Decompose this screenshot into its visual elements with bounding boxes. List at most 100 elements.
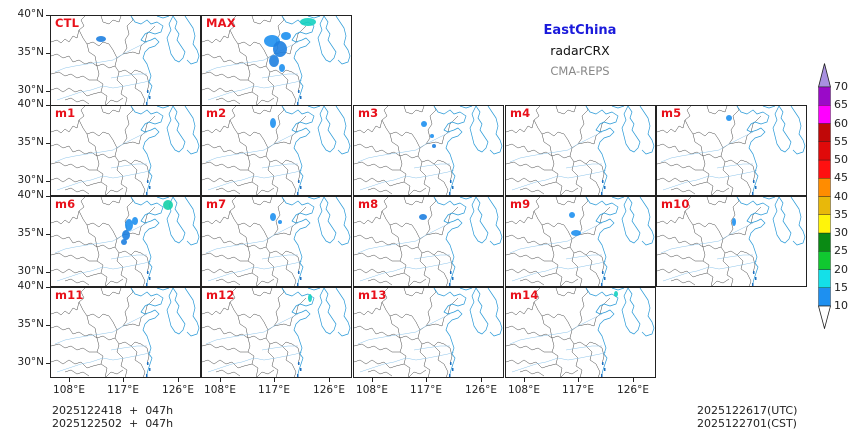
x-tick-mark [481,378,482,382]
y-tick-label: 30°N [17,84,44,96]
colorbar [817,63,832,331]
radar-echo [96,36,106,42]
panel-label: m6 [55,197,76,211]
x-tick-mark [633,378,634,382]
colorbar-tick-label: 50 [834,153,848,166]
y-tick-mark [46,105,50,106]
y-tick-mark [46,196,50,197]
radar-echo [300,18,316,26]
map-panel-max: MAX [201,15,352,106]
radar-echo [270,213,276,221]
x-tick-label: 108°E [204,384,236,396]
y-tick-mark [46,15,50,16]
panel-label: m9 [510,197,531,211]
panel-label: m10 [661,197,690,211]
x-tick-label: 126°E [313,384,345,396]
radar-echo [421,121,427,127]
radar-echo [569,212,575,218]
colorbar-tick-label: 55 [834,134,848,148]
x-tick-mark [372,378,373,382]
colorbar-tick-label: 20 [834,262,848,276]
colorbar-tick-label: 45 [834,171,848,185]
map-panel-m6: m6 [50,196,201,287]
radar-echo [308,294,312,302]
radar-echo [430,134,434,138]
radar-echo [419,214,427,220]
colorbar-tick-label: 15 [834,280,848,294]
y-tick-mark [46,325,50,326]
map-panel-ctl: CTL [50,15,201,106]
x-tick-label: 108°E [508,384,540,396]
panel-label: m2 [206,106,227,120]
x-tick-mark [578,378,579,382]
x-tick-label: 117°E [562,384,594,396]
x-tick-label: 117°E [107,384,139,396]
x-tick-mark [178,378,179,382]
panel-label: MAX [206,16,236,30]
valid-time-cst: 2025122701(CST) [697,417,797,430]
map-panel-m4: m4 [505,105,656,196]
panel-label: m12 [206,288,235,302]
radar-echo [279,64,285,72]
x-tick-label: 117°E [258,384,290,396]
panel-label: m11 [55,288,84,302]
radar-echo [125,219,133,231]
x-tick-mark [69,378,70,382]
y-tick-label: 40°N [17,98,44,110]
map-graphic [506,197,655,286]
map-graphic [657,197,806,286]
region-title: EastChina [543,23,617,38]
x-tick-label: 108°E [356,384,388,396]
y-tick-label: 40°N [17,280,44,292]
radar-echo [278,220,282,224]
model-title: CMA-REPS [550,64,610,78]
map-graphic [202,16,351,105]
map-graphic [51,197,200,286]
panel-label: m3 [358,106,379,120]
y-tick-mark [46,234,50,235]
radar-echo [432,144,436,148]
panel-label: m8 [358,197,379,211]
map-panel-m14: m14 [505,287,656,378]
radar-echo [132,217,138,225]
variable-title: radarCRX [550,43,610,58]
radar-echo [273,41,287,57]
colorbar-tick-label: 10 [834,299,848,312]
y-tick-label: 30°N [17,174,44,186]
radar-echo [726,115,732,121]
y-tick-label: 30°N [17,265,44,277]
y-tick-label: 35°N [17,227,44,239]
map-panel-m1: m1 [50,105,201,196]
map-panel-m8: m8 [353,196,504,287]
y-tick-label: 30°N [17,356,44,368]
x-tick-label: 126°E [162,384,194,396]
radar-echo [122,230,130,240]
x-tick-mark [220,378,221,382]
map-graphic [202,106,351,195]
radar-echo [614,291,618,297]
colorbar-tick-label: 25 [834,244,848,258]
x-tick-mark [274,378,275,382]
map-panel-m3: m3 [353,105,504,196]
radar-echo [270,118,276,128]
map-graphic [202,197,351,286]
panel-label: m7 [206,197,227,211]
y-tick-label: 35°N [17,46,44,58]
x-tick-label: 117°E [410,384,442,396]
map-panel-m10: m10 [656,196,807,287]
map-graphic [354,106,503,195]
map-panel-m7: m7 [201,196,352,287]
init-time-utc: 2025122418 + 047h [52,404,174,417]
colorbar-graphic [817,63,832,331]
colorbar-tick-label: 70 [834,80,848,93]
panel-label: m13 [358,288,387,302]
radar-echo [281,32,291,40]
x-tick-label: 108°E [53,384,85,396]
colorbar-tick-label: 60 [834,116,848,130]
x-tick-mark [524,378,525,382]
map-panel-m11: m11 [50,287,201,378]
x-tick-mark [426,378,427,382]
radar-echo [163,200,173,210]
radar-echo [732,218,736,226]
colorbar-tick-label: 65 [834,98,848,112]
